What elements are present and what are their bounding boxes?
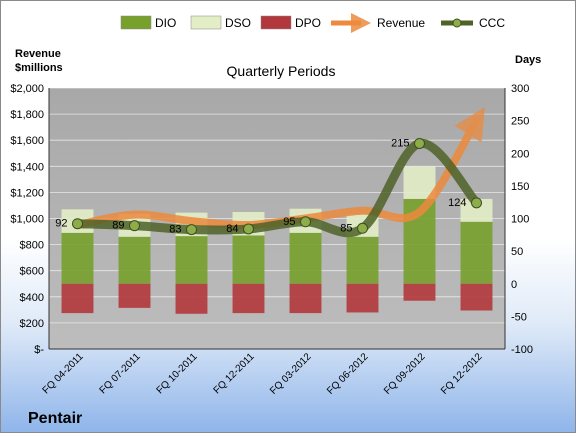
category-label: FQ 06-2012 [325,351,371,397]
left-tick-label: $1,400 [10,161,44,173]
right-tick-label: 50 [511,246,523,258]
category-label: FQ 10-2011 [155,351,200,396]
ccc-marker [300,216,311,228]
bars [61,166,493,314]
bar-dpo [232,283,265,314]
ccc-marker [243,223,254,235]
bar-dio [346,236,379,284]
right-tick-label: 250 [511,116,529,128]
category-label: FQ 12-2011 [212,351,257,396]
right-tick-label: 200 [511,148,529,160]
bar-dpo [460,283,493,311]
right-tick-label: 150 [511,181,529,193]
left-tick-label: $200 [20,318,44,330]
bar-dpo [175,283,208,314]
ccc-marker [471,197,482,209]
left-tick-label: $400 [20,292,44,304]
category-label: FQ 12-2012 [439,351,485,397]
legend-label: DSO [225,16,251,30]
right-tick-label: -50 [511,311,527,323]
left-tick-label: $600 [20,266,44,278]
ccc-data-label: 84 [226,223,238,235]
ccc-data-label: 95 [283,216,295,228]
left-tick-label: $800 [20,240,44,252]
bar-dpo [118,283,151,308]
chart-title: Quarterly Periods [227,63,336,79]
bar-dpo [403,283,436,301]
bar-dpo [346,283,379,313]
legend-swatch [190,15,222,30]
category-label: FQ 03-2012 [268,351,314,397]
right-tick-label: 0 [511,279,517,291]
legend-label: CCC [479,16,505,30]
ccc-marker [129,220,140,232]
series-lines [72,107,485,238]
category-label: FQ 04-2011 [41,351,86,396]
bar-dpo [61,283,94,314]
ccc-data-label: 215 [391,137,409,149]
bar-dio [289,232,322,284]
ccc-data-label: 83 [169,224,181,236]
legend-label: DPO [295,16,321,30]
company-name: Pentair [28,410,82,427]
left-tick-label: $- [34,344,44,356]
category-label: FQ 09-2012 [382,351,428,397]
bar-dio [175,236,208,284]
bar-dpo [289,283,322,314]
right-tick-label: 300 [511,83,529,95]
ccc-marker [357,222,368,234]
left-axis-unit: $millions [15,62,63,74]
right-tick-label: 100 [511,214,529,226]
category-label: FQ 07-2011 [98,351,143,396]
bar-dio [232,235,265,284]
left-tick-label: $1,200 [10,187,44,199]
right-axis-label: Days [515,54,541,66]
bar-dio [61,232,94,284]
ccc-marker [72,218,83,230]
legend-label: DIO [155,16,176,30]
left-tick-label: $1,800 [10,109,44,121]
legend-marker-ccc [452,18,462,28]
left-axis-label: Revenue [15,48,61,60]
legend-swatch [260,15,292,30]
right-tick-label: -100 [511,344,533,356]
bar-dio [460,221,493,284]
bar-dio [118,236,151,284]
data-labels: 92 89 83 84 95 85 215 124 [55,137,466,235]
legend: DIO DSO DPO Revenue CCC [120,13,505,33]
ccc-data-label: 124 [448,197,466,209]
left-tick-label: $1,000 [10,214,44,226]
left-tick-label: $2,000 [10,83,44,95]
ccc-marker [186,224,197,236]
ccc-marker [414,137,425,149]
bar-dso [403,166,436,199]
legend-label: Revenue [377,16,425,30]
ccc-data-label: 89 [112,220,124,232]
bar-dso [460,198,493,222]
legend-swatch [120,15,152,30]
ccc-data-label: 92 [55,218,67,230]
ccc-data-label: 85 [340,222,352,234]
left-tick-label: $1,600 [10,135,44,147]
